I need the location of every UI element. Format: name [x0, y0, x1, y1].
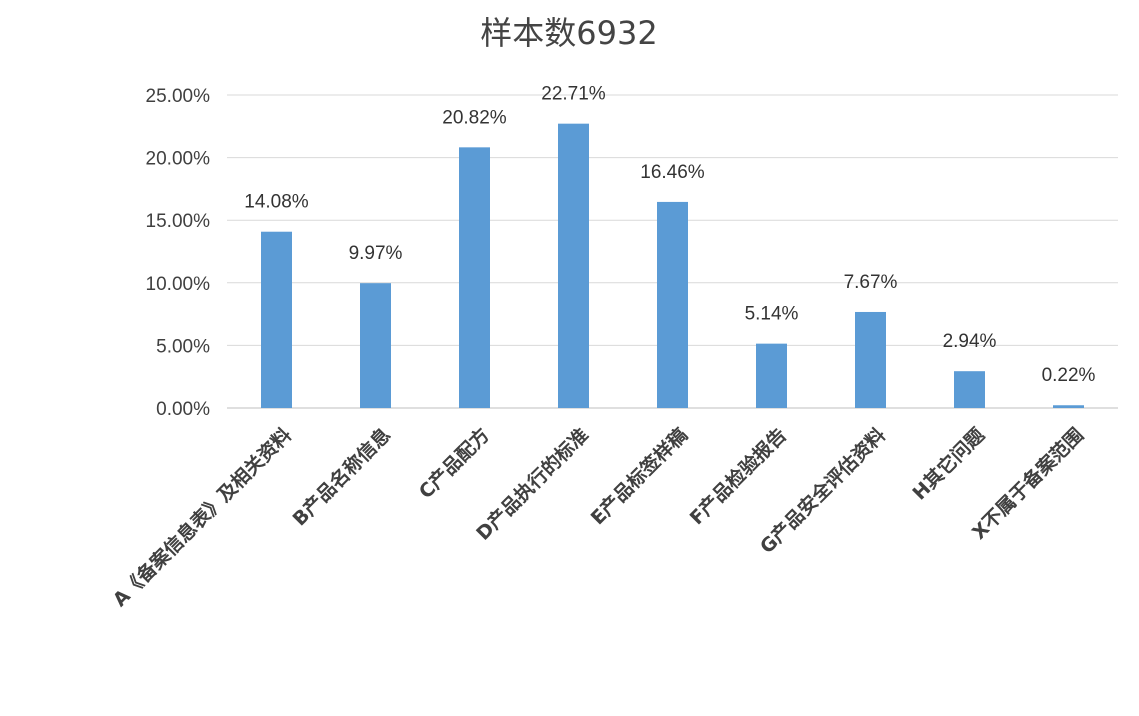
x-category-label: E产品标签样稿	[586, 423, 692, 529]
data-label: 20.82%	[442, 107, 507, 128]
data-label: 14.08%	[244, 192, 309, 213]
data-label: 22.71%	[541, 84, 606, 105]
bar	[756, 343, 787, 408]
bar	[1053, 405, 1084, 408]
bar	[558, 123, 589, 408]
data-label: 16.46%	[640, 162, 705, 183]
y-tick-label: 10.00%	[146, 274, 211, 295]
bars	[261, 123, 1084, 408]
data-label: 7.67%	[844, 272, 898, 293]
data-label: 2.94%	[943, 331, 997, 352]
bar	[855, 311, 886, 408]
x-category-label: C产品配方	[414, 423, 494, 503]
data-labels: 14.08% 9.97% 20.82% 22.71% 16.46% 5.14% 7.67% 2…	[244, 84, 1095, 387]
bar	[459, 147, 490, 408]
chart-title: 样本数6932	[480, 14, 657, 52]
x-category-label: B产品名称信息	[288, 423, 395, 530]
x-category-label: F产品检验报告	[685, 423, 791, 529]
bar	[657, 201, 688, 408]
y-tick-label: 0.00%	[156, 399, 210, 420]
y-tick-label: 15.00%	[146, 211, 211, 232]
bar	[954, 371, 985, 408]
x-category-label: H其它问题	[908, 423, 989, 504]
y-tick-label: 25.00%	[146, 86, 211, 107]
bar	[261, 231, 292, 408]
data-label: 0.22%	[1042, 365, 1096, 386]
y-tick-label: 20.00%	[146, 149, 211, 170]
data-label: 5.14%	[745, 304, 799, 325]
y-axis-ticks: 0.00% 5.00% 10.00% 15.00% 20.00% 25.00%	[146, 86, 211, 420]
y-tick-label: 5.00%	[156, 336, 210, 357]
x-category-label: A《备案信息表》及相关资料	[108, 423, 296, 611]
bar	[360, 283, 391, 408]
data-label: 9.97%	[349, 243, 403, 264]
